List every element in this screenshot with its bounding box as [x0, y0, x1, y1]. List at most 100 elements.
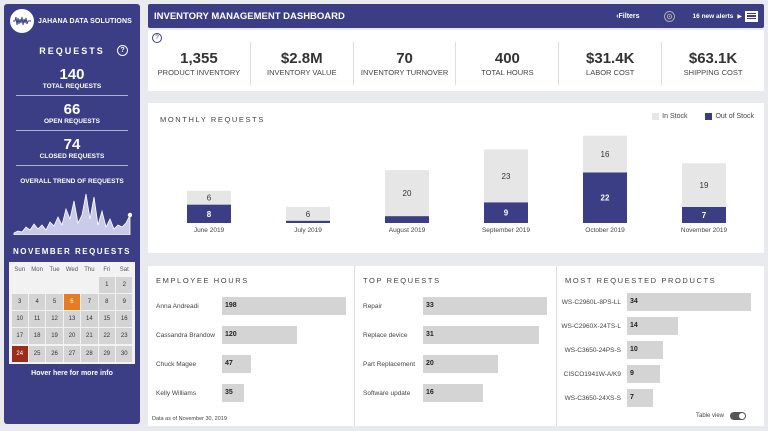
- calendar-day[interactable]: 8: [98, 293, 115, 310]
- legend-out-of-stock[interactable]: Out of Stock: [705, 113, 754, 120]
- calendar-day[interactable]: 13: [63, 311, 81, 328]
- legend-in-stock[interactable]: In Stock: [652, 113, 687, 120]
- help-icon[interactable]: ?: [152, 33, 162, 43]
- bar-value-label: 9: [504, 209, 509, 218]
- list-item[interactable]: WS-C3650-24PS-S 10: [557, 341, 764, 359]
- item-bar: [222, 355, 252, 373]
- item-bar: [222, 297, 346, 315]
- item-value: 31: [426, 331, 434, 338]
- kpi-value: $31.4K: [586, 50, 635, 67]
- open-requests-stat: 66 OPEN REQUESTS: [4, 101, 140, 125]
- bar-in-stock[interactable]: [484, 149, 528, 203]
- bar-out-of-stock[interactable]: [286, 220, 330, 223]
- item-name: WS-C3650-24XS-S: [564, 394, 621, 402]
- kpi-label: LABOR COST: [586, 68, 635, 77]
- item-name: Kelly Williams: [156, 389, 197, 397]
- list-item[interactable]: WS-C3650-24XS-S 7: [557, 389, 764, 407]
- calendar-day[interactable]: 27: [63, 345, 81, 362]
- calendar-day[interactable]: 12: [46, 311, 63, 328]
- bar-value-label: 20: [403, 189, 412, 198]
- calendar-day[interactable]: 29: [98, 345, 115, 362]
- data-as-of: Data as of November 30, 2019: [152, 416, 227, 422]
- brand[interactable]: JAHANA DATA SOLUTIONS: [4, 4, 140, 38]
- calendar-day[interactable]: 3: [11, 293, 28, 310]
- bar-out-of-stock[interactable]: [583, 172, 627, 223]
- bar-value-label: 8: [207, 210, 212, 219]
- list-item[interactable]: Anna Andreadi 198: [148, 297, 354, 315]
- kpi-card[interactable]: $2.8M INVENTORY VALUE: [251, 42, 354, 85]
- calendar-day[interactable]: 15: [98, 311, 115, 328]
- calendar-day[interactable]: 20: [63, 328, 81, 345]
- list-item[interactable]: Cassandra Brandow 120: [148, 326, 354, 344]
- calendar-day[interactable]: 9: [116, 293, 133, 310]
- trend-end-point: [127, 212, 132, 218]
- calendar-day[interactable]: 11: [29, 311, 46, 328]
- calendar-day[interactable]: 16: [116, 311, 133, 328]
- calendar-day[interactable]: 14: [81, 311, 98, 328]
- bar-out-of-stock[interactable]: [484, 202, 528, 223]
- bar-in-stock[interactable]: [682, 163, 726, 207]
- calendar-day[interactable]: 28: [81, 345, 98, 362]
- header-bar: INVENTORY MANAGEMENT DASHBOARD ‹Filters …: [148, 4, 764, 28]
- list-item[interactable]: Part Replacement 20: [355, 355, 556, 373]
- list-item[interactable]: Software update 16: [355, 384, 556, 402]
- hamburger-icon[interactable]: [745, 10, 758, 22]
- kpi-grid: 1,355 PRODUCT INVENTORY $2.8M INVENTORY VAL…: [148, 30, 764, 91]
- bar-out-of-stock[interactable]: [682, 206, 726, 223]
- bar-out-of-stock[interactable]: [187, 204, 231, 223]
- toggle-switch[interactable]: [730, 412, 746, 420]
- kpi-card[interactable]: $31.4K LABOR COST: [559, 42, 663, 85]
- kpi-value: $2.8M: [280, 50, 323, 67]
- filters-button[interactable]: ‹Filters: [616, 13, 639, 20]
- calendar-day[interactable]: 19: [46, 328, 63, 345]
- calendar-day[interactable]: 2: [116, 276, 133, 293]
- calendar-week-row: 17 18 19 20 21 22 23: [11, 328, 133, 345]
- table-view-toggle[interactable]: Table view: [696, 412, 746, 420]
- calendar-day[interactable]: 4: [29, 293, 46, 310]
- hover-info[interactable]: Hover here for more info: [31, 370, 113, 378]
- requests-section-title: REQUESTS ?: [4, 45, 140, 56]
- calendar-day[interactable]: 26: [46, 345, 63, 362]
- list-item[interactable]: Repair 33: [355, 297, 556, 315]
- list-item[interactable]: WS-C2960L-8PS-LL 34: [557, 293, 764, 311]
- kpi-card[interactable]: 70 INVENTORY TURNOVER: [354, 42, 457, 85]
- kpi-card[interactable]: $63.1K SHIPPING COST: [662, 42, 764, 85]
- calendar-day[interactable]: 23: [116, 328, 133, 345]
- november-calendar: Sun Mon Tue Wed Thu Fri Sat 1 2 3 4 5 6 7 8 9 10 11 12 13 14…: [9, 262, 135, 365]
- trend-sparkline[interactable]: [12, 189, 132, 235]
- calendar-day[interactable]: 25: [29, 345, 46, 362]
- kpi-value: 70: [396, 50, 413, 67]
- calendar-day[interactable]: 24: [11, 345, 28, 362]
- calendar-day[interactable]: 17: [11, 328, 28, 345]
- calendar-day[interactable]: 7: [81, 293, 98, 310]
- calendar-day[interactable]: 5: [46, 293, 63, 310]
- list-item[interactable]: Chuck Magee 47: [148, 355, 354, 373]
- bar-out-of-stock[interactable]: [385, 216, 429, 223]
- calendar-day[interactable]: 1: [98, 276, 115, 293]
- bar-in-stock[interactable]: [286, 206, 330, 221]
- calendar-day[interactable]: 30: [116, 345, 133, 362]
- november-calendar-title: NOVEMBER REQUESTS: [13, 247, 131, 256]
- gear-icon[interactable]: [663, 10, 675, 22]
- list-item[interactable]: CISCO1941W-A/K9 9: [557, 365, 764, 383]
- play-icon: ▶: [737, 13, 742, 20]
- list-item[interactable]: Kelly Williams 35: [148, 384, 354, 402]
- calendar-day[interactable]: 6: [63, 293, 81, 310]
- legend-label: In Stock: [662, 113, 688, 120]
- list-item[interactable]: WS-C2960X-24TS-L 14: [557, 317, 764, 335]
- alerts-link[interactable]: 16 new alerts: [692, 12, 734, 20]
- help-icon[interactable]: ?: [117, 45, 128, 56]
- calendar-day[interactable]: 21: [81, 328, 98, 345]
- kpi-card[interactable]: 400 TOTAL HOURS: [456, 42, 560, 85]
- item-name: WS-C2960L-8PS-LL: [561, 298, 621, 306]
- calendar-day[interactable]: 18: [29, 328, 46, 345]
- item-bar: [222, 326, 298, 344]
- calendar-day[interactable]: 10: [11, 311, 28, 328]
- bar-in-stock[interactable]: [187, 190, 231, 205]
- calendar-day[interactable]: 22: [98, 328, 115, 345]
- list-item[interactable]: Replace device 31: [355, 326, 556, 344]
- kpi-card[interactable]: 1,355 PRODUCT INVENTORY: [148, 42, 251, 85]
- bar-in-stock[interactable]: [583, 135, 627, 173]
- bar-in-stock[interactable]: [385, 170, 429, 217]
